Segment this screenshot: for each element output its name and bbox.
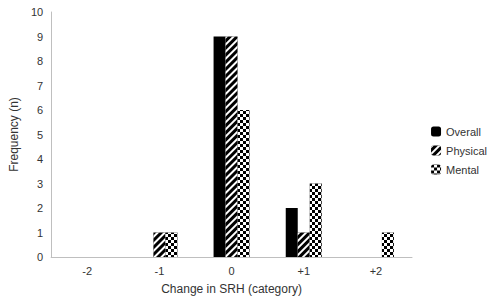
svg-text:4: 4	[37, 153, 43, 165]
svg-text:Frequency (n): Frequency (n)	[7, 97, 21, 172]
svg-text:Overall: Overall	[446, 126, 481, 138]
svg-text:-2: -2	[82, 265, 92, 277]
svg-text:9: 9	[37, 31, 43, 43]
svg-text:10: 10	[31, 6, 43, 18]
svg-text:3: 3	[37, 178, 43, 190]
svg-text:0: 0	[229, 265, 235, 277]
svg-text:1: 1	[37, 227, 43, 239]
svg-text:6: 6	[37, 104, 43, 116]
svg-text:-1: -1	[155, 265, 165, 277]
svg-text:7: 7	[37, 80, 43, 92]
svg-text:2: 2	[37, 202, 43, 214]
svg-text:Mental: Mental	[446, 164, 479, 176]
svg-text:+2: +2	[370, 265, 383, 277]
svg-text:5: 5	[37, 129, 43, 141]
svg-text:+1: +1	[297, 265, 310, 277]
svg-text:Physical: Physical	[446, 145, 487, 157]
svg-text:0: 0	[37, 251, 43, 263]
svg-text:8: 8	[37, 55, 43, 67]
svg-text:Change in SRH (category): Change in SRH (category)	[161, 282, 302, 296]
